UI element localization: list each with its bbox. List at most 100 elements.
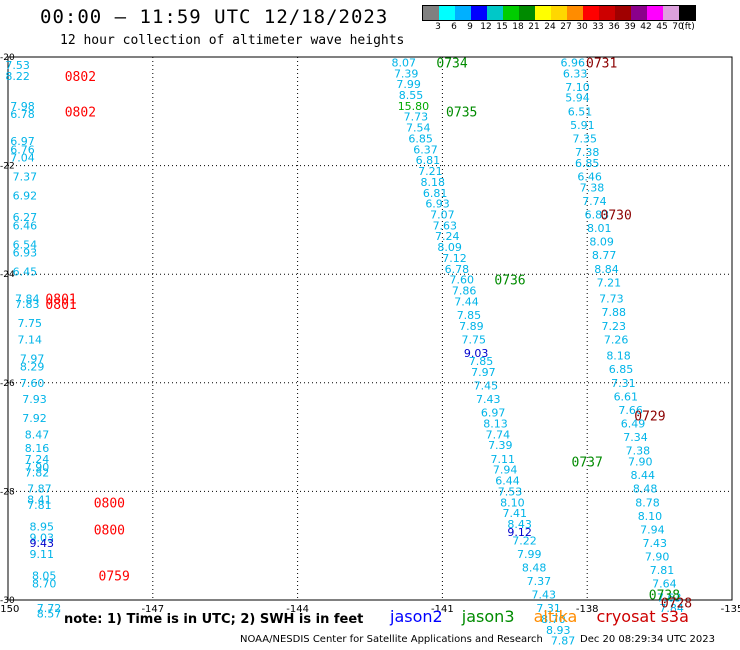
wave-height-label: 8.77: [592, 249, 617, 262]
wave-height-label: 7.22: [512, 534, 537, 547]
wave-height-label: 8.93: [546, 624, 571, 637]
wave-height-label: 7.81: [650, 564, 675, 577]
color-scale-label: 42: [640, 22, 652, 32]
wave-height-label: 7.45: [474, 380, 499, 393]
wave-height-label: 7.26: [604, 333, 629, 346]
color-swatch: [519, 6, 535, 20]
page-title: 00:00 — 11:59 UTC 12/18/2023: [40, 6, 389, 28]
pass-time-label: 0734: [436, 56, 467, 71]
color-swatch: [471, 6, 487, 20]
wave-height-label: 7.38: [626, 445, 651, 458]
y-tick-label: -28: [0, 487, 15, 497]
wave-height-label: 8.09: [437, 241, 462, 254]
color-swatch: [599, 6, 615, 20]
legend-cryosat: cryosat s3a: [596, 607, 689, 626]
wave-height-label: 9.03: [30, 532, 55, 545]
wave-height-label: 7.94: [493, 464, 518, 477]
wave-height-label: 7.34: [623, 431, 648, 444]
wave-height-label: 8.22: [5, 70, 30, 83]
wave-height-label: 7.43: [532, 589, 557, 602]
wave-height-label: 8.18: [420, 176, 445, 189]
wave-height-label: 7.88: [601, 306, 626, 319]
wave-height-label: 7.90: [645, 551, 670, 564]
wave-height-label: 6.81: [423, 187, 448, 200]
wave-height-label: 8.47: [25, 428, 50, 441]
pass-time-label: 0735: [446, 105, 477, 120]
color-swatch: [631, 6, 647, 20]
wave-height-label: 8.10: [638, 510, 663, 523]
wave-height-label: 7.85: [457, 309, 482, 322]
wave-height-label: 7.75: [17, 317, 42, 330]
wave-height-label: 7.64: [652, 578, 677, 591]
wave-height-label: 6.78: [445, 263, 470, 276]
wave-height-label: 8.70: [541, 613, 566, 626]
wave-height-label: 8.57: [37, 608, 62, 621]
color-scale-label: 45: [656, 22, 668, 32]
wave-height-label: 7.66: [618, 404, 643, 417]
wave-height-label: 7.37: [527, 575, 552, 588]
color-scale-label: 18: [512, 22, 524, 32]
wave-height-label: 8.95: [30, 521, 55, 534]
legend-altika: altika: [533, 607, 578, 626]
pass-time-label: 0801: [45, 293, 76, 308]
wave-height-label: 8.43: [507, 518, 532, 531]
wave-height-label: 8.18: [606, 350, 631, 363]
wave-height-label: 7.43: [476, 393, 501, 406]
legend-jason2: jason2: [390, 607, 443, 626]
wave-height-label: 6.96: [560, 56, 585, 69]
pass-time-label: 0800: [94, 496, 125, 511]
wave-height-label: 7.74: [486, 428, 511, 441]
color-swatch: [487, 6, 503, 20]
color-scale-label: 70: [672, 22, 684, 32]
wave-height-label: 7.93: [22, 393, 47, 406]
wave-height-label: 6.45: [13, 265, 38, 278]
wave-height-label: 7.99: [517, 548, 542, 561]
wave-height-label: 6.27: [13, 211, 38, 224]
color-scale-label: 30: [576, 22, 588, 32]
wave-height-label: 8.07: [392, 56, 417, 69]
color-scale-swatches: [422, 5, 696, 21]
wave-height-label: 7.14: [17, 333, 42, 346]
color-swatch: [567, 6, 583, 20]
wave-height-label: 7.87: [551, 635, 576, 648]
wave-height-label: 9.12: [507, 526, 532, 539]
color-scale-label: 9: [467, 22, 473, 32]
wave-height-label: 6.85: [408, 132, 433, 145]
x-tick-label: -141: [431, 604, 454, 615]
x-tick-label: -138: [576, 604, 599, 615]
color-scale-label: 39: [624, 22, 636, 32]
generated-timestamp: Dec 20 08:29:34 UTC 2023: [580, 634, 715, 645]
wave-height-label: 7.73: [404, 111, 429, 124]
y-tick-label: -20: [0, 53, 15, 63]
footnote: note: 1) Time is in UTC; 2) SWH is in fe…: [64, 612, 364, 627]
wave-height-label: 7.31: [536, 602, 561, 615]
wave-height-label: 7.60: [449, 274, 474, 287]
pass-time-label: 0737: [572, 456, 603, 471]
wave-height-label: 8.55: [399, 89, 424, 102]
pass-time-label: 0728: [661, 597, 692, 612]
pass-time-label: 0802: [65, 105, 96, 120]
wave-height-label: 7.41: [503, 507, 528, 520]
wave-height-label: 7.31: [611, 377, 636, 390]
wave-height-label: 8.29: [20, 361, 45, 374]
color-swatch: [615, 6, 631, 20]
wave-height-label: 6.92: [13, 189, 38, 202]
wave-height-label: 7.86: [452, 284, 477, 297]
color-swatch: [439, 6, 455, 20]
plot-frame: [7, 56, 733, 601]
wave-height-label: 7.63: [657, 591, 682, 604]
wave-height-label: 9.03: [464, 347, 489, 360]
y-tick-label: -22: [0, 162, 15, 172]
wave-height-label: 6.46: [13, 219, 38, 232]
wave-height-label: 8.16: [25, 442, 50, 455]
wave-height-label: 7.84: [659, 602, 684, 615]
wave-height-label: 7.90: [25, 461, 50, 474]
color-scale-label: 6: [451, 22, 457, 32]
wave-height-label: 8.84: [594, 263, 619, 276]
wave-height-label: 7.04: [10, 151, 35, 164]
wave-height-label: 7.83: [15, 298, 40, 311]
wave-height-label: 7.72: [37, 602, 62, 615]
wave-height-label: 7.37: [13, 170, 38, 183]
wave-height-label: 8.41: [27, 494, 52, 507]
wave-height-label: 6.54: [13, 238, 38, 251]
